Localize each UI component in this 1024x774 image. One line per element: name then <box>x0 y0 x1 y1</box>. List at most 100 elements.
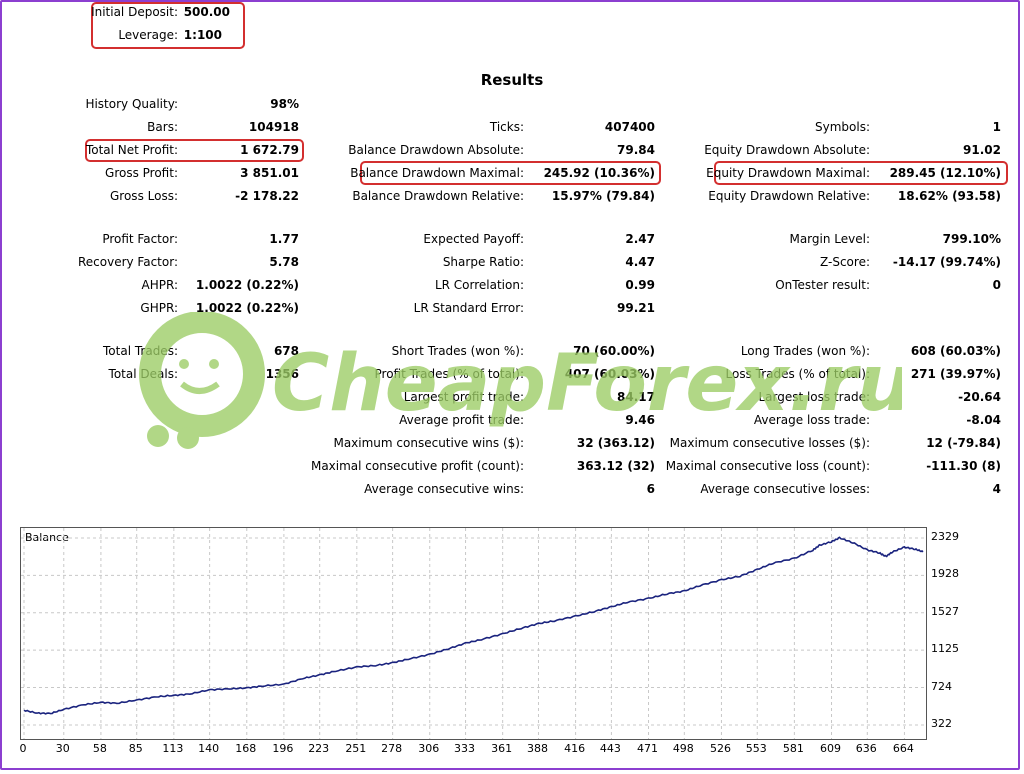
x-tick-label: 636 <box>855 742 877 755</box>
x-tick-label: 30 <box>55 742 70 755</box>
equity-dd-maximal-label: Equity Drawdown Maximal: <box>706 166 870 180</box>
margin-level-label: Margin Level: <box>789 232 870 246</box>
loss-trades-value: 271 (39.97%) <box>910 367 1001 381</box>
balance-dd-maximal-value: 245.92 (10.36%) <box>543 166 655 180</box>
sharpe-ratio-label: Sharpe Ratio: <box>442 255 524 269</box>
x-tick-label: 581 <box>782 742 804 755</box>
equity-dd-maximal-value: 289.45 (12.10%) <box>889 166 1001 180</box>
lr-standard-error-value: 99.21 <box>617 301 655 315</box>
total-deals-value: 1356 <box>265 367 299 381</box>
max-consecutive-losses-value: 12 (-79.84) <box>926 436 1001 450</box>
maximal-consecutive-loss-label: Maximal consecutive loss (count): <box>665 459 870 473</box>
results-title: Results <box>480 71 544 89</box>
largest-profit-trade-value: 84.17 <box>617 390 655 404</box>
largest-profit-trade-label: Largest profit trade: <box>403 390 524 404</box>
margin-level-value: 799.10% <box>942 232 1001 246</box>
recovery-factor-value: 5.78 <box>269 255 299 269</box>
x-tick-label: 0 <box>19 742 27 755</box>
maximal-consecutive-loss-value: -111.30 (8) <box>926 459 1001 473</box>
balance-chart-plot <box>21 528 926 739</box>
ahpr-label: AHPR: <box>141 278 178 292</box>
bars-label: Bars: <box>147 120 178 134</box>
x-tick-label: 306 <box>418 742 440 755</box>
y-tick-label: 1527 <box>931 604 959 618</box>
balance-series-line <box>23 536 924 715</box>
gross-profit-label: Gross Profit: <box>105 166 178 180</box>
x-tick-label: 140 <box>198 742 220 755</box>
z-score-value: -14.17 (99.74%) <box>892 255 1001 269</box>
x-tick-label: 388 <box>526 742 548 755</box>
profit-trades-label: Profit Trades (% of total): <box>374 367 524 381</box>
average-consecutive-wins-value: 6 <box>646 482 655 496</box>
equity-dd-relative-value: 18.62% (93.58) <box>897 189 1001 203</box>
ghpr-value: 1.0022 (0.22%) <box>195 301 299 315</box>
balance-dd-relative-value: 15.97% (79.84) <box>551 189 655 203</box>
x-tick-label: 196 <box>272 742 294 755</box>
lr-correlation-label: LR Correlation: <box>434 278 524 292</box>
deposit-highlight-box <box>91 2 245 49</box>
symbols-value: 1 <box>992 120 1001 134</box>
max-consecutive-wins-label: Maximum consecutive wins ($): <box>333 436 524 450</box>
history-quality-value: 98% <box>270 97 299 111</box>
x-tick-label: 58 <box>92 742 107 755</box>
max-consecutive-wins-value: 32 (363.12) <box>576 436 655 450</box>
average-consecutive-losses-value: 4 <box>992 482 1001 496</box>
x-tick-label: 168 <box>235 742 257 755</box>
expected-payoff-label: Expected Payoff: <box>423 232 524 246</box>
x-tick-label: 361 <box>491 742 513 755</box>
long-trades-label: Long Trades (won %): <box>740 344 870 358</box>
sharpe-ratio-value: 4.47 <box>625 255 655 269</box>
leverage-label: Leverage: <box>118 28 178 42</box>
equity-dd-highlight-box <box>714 161 1008 185</box>
ticks-value: 407400 <box>604 120 655 134</box>
total-trades-label: Total Trades: <box>103 344 178 358</box>
largest-loss-trade-label: Largest loss trade: <box>758 390 870 404</box>
short-trades-value: 70 (60.00%) <box>573 344 655 358</box>
ahpr-value: 1.0022 (0.22%) <box>195 278 299 292</box>
equity-dd-relative-label: Equity Drawdown Relative: <box>708 189 870 203</box>
average-consecutive-losses-label: Average consecutive losses: <box>700 482 870 496</box>
total-deals-label: Total Deals: <box>108 367 178 381</box>
average-profit-trade-value: 9.46 <box>625 413 655 427</box>
x-tick-label: 664 <box>892 742 914 755</box>
equity-dd-absolute-value: 91.02 <box>963 143 1001 157</box>
balance-dd-maximal-label: Balance Drawdown Maximal: <box>350 166 524 180</box>
balance-dd-absolute-label: Balance Drawdown Absolute: <box>348 143 524 157</box>
average-profit-trade-label: Average profit trade: <box>399 413 524 427</box>
x-tick-label: 609 <box>820 742 841 755</box>
expected-payoff-value: 2.47 <box>625 232 655 246</box>
short-trades-label: Short Trades (won %): <box>391 344 524 358</box>
leverage-value: 1:100 <box>183 28 222 42</box>
profit-factor-value: 1.77 <box>269 232 299 246</box>
max-consecutive-losses-label: Maximum consecutive losses ($): <box>669 436 870 450</box>
profit-trades-value: 407 (60.03%) <box>564 367 655 381</box>
gross-loss-label: Gross Loss: <box>110 189 178 203</box>
ontester-result-label: OnTester result: <box>775 278 870 292</box>
x-tick-label: 443 <box>599 742 621 755</box>
y-tick-label: 1928 <box>931 567 959 581</box>
maximal-consecutive-profit-label: Maximal consecutive profit (count): <box>310 459 524 473</box>
long-trades-value: 608 (60.03%) <box>910 344 1001 358</box>
x-tick-label: 526 <box>709 742 731 755</box>
x-tick-label: 498 <box>672 742 694 755</box>
gross-loss-value: -2 178.22 <box>235 189 299 203</box>
symbols-label: Symbols: <box>815 120 870 134</box>
x-tick-label: 223 <box>308 742 330 755</box>
ghpr-label: GHPR: <box>140 301 178 315</box>
initial-deposit-label: Initial Deposit: <box>91 5 178 19</box>
y-tick-label: 2329 <box>931 530 959 543</box>
total-net-profit-value: 1 672.79 <box>240 143 299 157</box>
x-tick-label: 251 <box>345 742 367 755</box>
ontester-result-value: 0 <box>992 278 1001 292</box>
x-tick-label: 553 <box>745 742 767 755</box>
total-trades-value: 678 <box>273 344 299 358</box>
loss-trades-label: Loss Trades (% of total): <box>725 367 871 381</box>
balance-chart: Balance <box>20 527 927 740</box>
largest-loss-trade-value: -20.64 <box>958 390 1001 404</box>
equity-dd-absolute-label: Equity Drawdown Absolute: <box>704 143 870 157</box>
y-tick-label: 724 <box>931 679 952 693</box>
average-consecutive-wins-label: Average consecutive wins: <box>364 482 524 496</box>
net-profit-highlight-box <box>85 139 304 162</box>
balance-dd-highlight-box <box>360 161 661 185</box>
